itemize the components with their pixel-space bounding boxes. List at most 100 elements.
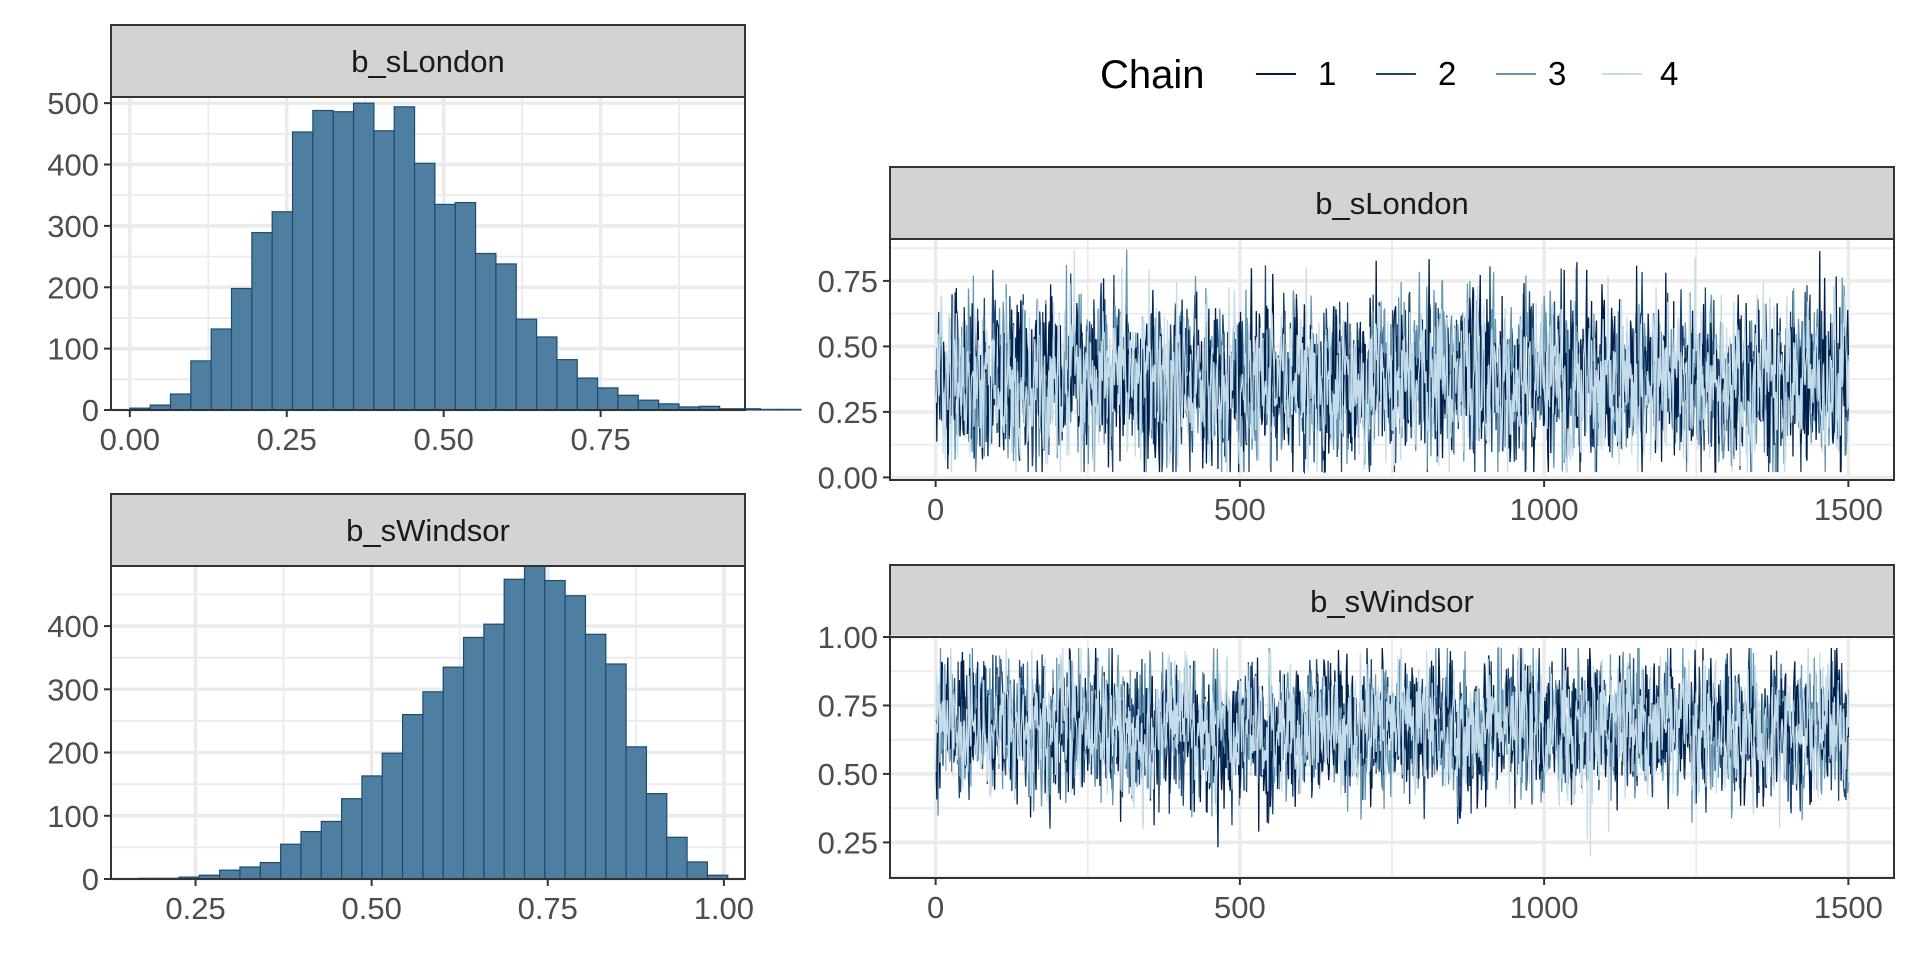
histogram-bar [271,211,294,411]
histogram-bar [332,111,355,411]
x-tick-label: 500 [1214,890,1266,925]
histogram-bar [259,861,282,880]
histogram-bar [462,636,485,880]
chain-legend: Chain 1 2 3 4 [1100,53,1678,97]
histogram-bar [495,263,517,411]
y-tick-label: 0.25 [818,395,878,430]
x-tick-label: 1500 [1814,890,1883,925]
histogram-bar [422,691,444,880]
plot-border [889,636,1895,879]
histogram-bar [454,201,477,411]
y-tick-label: 0.50 [818,757,878,792]
histogram-bar [291,131,314,411]
histogram-bar [544,579,566,880]
histogram-bar [434,203,456,411]
histogram-bar [352,102,375,411]
y-tick-label: 200 [47,270,99,305]
histogram-bar [637,399,660,411]
histogram-bar [219,869,241,880]
x-tick-label: 0.50 [414,422,474,457]
histogram-bar [556,359,578,411]
histogram-bar [535,336,558,411]
histogram-bar [300,830,322,880]
x-tick-label: 0.50 [341,891,401,926]
y-tick-label: 200 [47,736,99,771]
trace-line-chain-4 [935,647,1850,857]
y-tick-label: 0.25 [818,825,878,860]
legend-label-chain-2: 2 [1438,55,1456,92]
y-tick-label: 0 [82,862,99,897]
histogram-bar [503,578,526,880]
y-tick-label: 400 [47,609,99,644]
histogram-bar [442,666,465,880]
histogram-bar [169,393,192,411]
strip-background [889,564,1895,638]
histogram-bar [645,793,668,880]
y-tick-label: 0 [82,393,99,428]
y-tick-label: 500 [47,86,99,121]
histogram-bar [584,633,607,880]
plot-border [110,96,746,411]
y-tick-label: 300 [47,672,99,707]
strip-label: b_sWindsor [1310,584,1474,619]
strip-background [110,493,746,567]
x-tick-label: 1.00 [694,891,754,926]
histogram-panel-london: b_sLondon 0.00 0.25 0.50 0.75 0 100 200 300 400… [47,24,802,457]
legend-label-chain-4: 4 [1660,55,1678,92]
strip-background [889,166,1895,240]
x-tick-label: 0 [927,492,944,527]
histogram-bar [280,843,302,880]
legend-title: Chain [1100,53,1205,97]
histogram-bar [625,746,648,880]
histogram-bar [361,775,383,880]
histogram-bar [190,360,212,411]
strip-label: b_sLondon [1315,186,1468,221]
y-tick-label: 300 [47,209,99,244]
histogram-bar [239,866,261,880]
histogram-bar [523,565,546,880]
trace-line-chain-4 [935,249,1850,473]
x-tick-label: 500 [1214,492,1266,527]
histogram-bar [666,836,688,880]
x-tick-label: 0 [927,890,944,925]
histogram-bar [312,109,334,411]
histogram-bar [474,252,497,411]
strip-label: b_sLondon [351,44,504,79]
x-tick-label: 0.75 [518,891,578,926]
strip-label: b_sWindsor [346,513,510,548]
x-tick-label: 0.75 [570,422,630,457]
histogram-bar [780,408,802,411]
x-tick-label: 0.25 [165,891,225,926]
y-tick-label: 0.75 [818,264,878,299]
trace-panel-london: b_sLondon 0 500 1000 1500 0.00 0.25 0.50 0.75 [818,166,1895,527]
y-tick-label: 0.00 [818,460,878,495]
strip-background [110,24,746,98]
histogram-bar [605,663,627,880]
histogram-bar [483,623,505,880]
legend-label-chain-1: 1 [1318,55,1336,92]
histogram-bar [210,328,233,411]
x-tick-label: 1000 [1510,890,1579,925]
histogram-bar [373,130,395,411]
plot-border [889,238,1895,481]
trace-panel-windsor: b_sWindsor 0 500 1000 1500 0.25 0.50 0.75 1.00 [818,564,1895,925]
histogram-bar [597,387,619,411]
x-tick-label: 0.00 [100,422,160,457]
y-tick-label: 100 [47,799,99,834]
histogram-bar [320,820,343,880]
histogram-bar [230,287,253,411]
histogram-panel-windsor: b_sWindsor 0.25 0.50 0.75 1.00 0 100 200 300 40… [47,493,754,926]
histogram-bar [576,377,599,411]
histogram-bar [759,408,782,411]
legend-label-chain-3: 3 [1548,55,1566,92]
histogram-bar [686,861,709,880]
histogram-bar [393,106,416,411]
histogram-bar [381,752,404,880]
histogram-bar [340,798,363,880]
histogram-bar [617,394,639,411]
plot-border [110,565,746,880]
y-tick-label: 100 [47,332,99,367]
y-tick-label: 400 [47,148,99,183]
histogram-bar [413,162,436,411]
